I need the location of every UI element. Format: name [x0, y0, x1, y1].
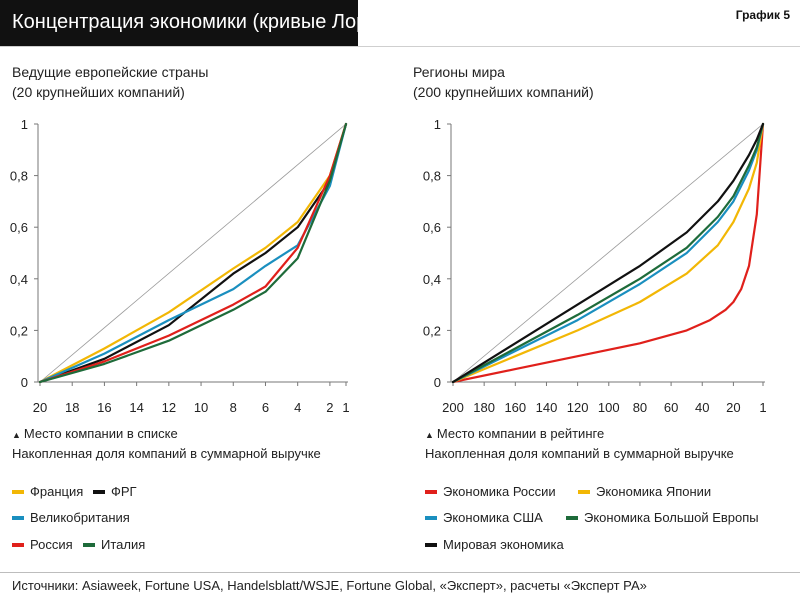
- x-tick-label: 2: [326, 400, 333, 415]
- y-tick-label: 0,4: [423, 272, 441, 287]
- series-line-экономика-большой-европы: [451, 122, 765, 384]
- legend-label: Экономика Большой Европы: [584, 510, 759, 525]
- page-title: Концентрация экономики (кривые Лоренца): [12, 11, 419, 33]
- x-tick-label: 1: [342, 400, 349, 415]
- legend-item-italy: Италия: [83, 537, 145, 552]
- legend-swatch: [93, 489, 105, 494]
- legend-item-russia-economy: Экономика России: [425, 484, 556, 499]
- x-tick-label: 100: [598, 400, 620, 415]
- legend-label: Мировая экономика: [443, 537, 564, 552]
- sources-text: Источники: Asiaweek, Fortune USA, Handel…: [12, 578, 647, 593]
- legend-swatch: [425, 489, 437, 494]
- left-panel-title-line2: (20 крупнейших компаний): [12, 84, 185, 100]
- y-tick-label: 0,8: [423, 169, 441, 184]
- legend-swatch: [425, 542, 437, 547]
- legend-item-world-economy: Мировая экономика: [425, 537, 564, 552]
- legend-swatch: [566, 515, 578, 520]
- legend-item-uk: Великобритания: [12, 510, 130, 525]
- left-axis-note-1: ▲ Место компании в списке: [12, 426, 178, 441]
- sources-footer: Источники: Asiaweek, Fortune USA, Handel…: [0, 572, 800, 601]
- y-tick-label: 0,6: [423, 220, 441, 235]
- x-tick-label: 10: [194, 400, 208, 415]
- legend-item-europe-economy: Экономика Большой Европы: [566, 510, 759, 525]
- right-axis-note-2: Накопленная доля компаний в суммарной вы…: [425, 446, 734, 461]
- title-bar: Концентрация экономики (кривые Лоренца) …: [0, 0, 800, 47]
- series-line-мировая-экономика: [451, 122, 765, 384]
- x-tick-label: 160: [504, 400, 526, 415]
- series-line-италия: [38, 122, 348, 384]
- legend-label: Великобритания: [30, 510, 130, 525]
- legend-item-russia: Россия: [12, 537, 73, 552]
- y-tick-label: 0,8: [10, 169, 28, 184]
- legend-swatch: [12, 542, 24, 547]
- title-background: Концентрация экономики (кривые Лоренца): [0, 0, 419, 46]
- legend-item-france: Франция: [12, 484, 83, 499]
- x-tick-label: 60: [664, 400, 678, 415]
- x-tick-label: 12: [162, 400, 176, 415]
- legend-item-japan-economy: Экономика Японии: [578, 484, 711, 499]
- x-tick-label: 4: [294, 400, 301, 415]
- right-axis-note-1: ▲ Место компании в рейтинге: [425, 426, 604, 441]
- x-tick-label: 120: [567, 400, 589, 415]
- right-panel-title-line2: (200 крупнейших компаний): [413, 84, 594, 100]
- legend-swatch: [12, 489, 24, 494]
- y-tick-label: 0,6: [10, 220, 28, 235]
- triangle-icon: ▲: [425, 430, 434, 440]
- legend-label: Франция: [30, 484, 84, 499]
- legend-label: Экономика России: [443, 484, 556, 499]
- graph-label: График 5: [735, 8, 790, 22]
- x-tick-label: 180: [473, 400, 495, 415]
- y-tick-label: 1: [21, 117, 28, 132]
- series-line-экономика-японии: [451, 122, 765, 384]
- x-tick-label: 20: [726, 400, 740, 415]
- y-tick-label: 0: [434, 375, 441, 390]
- x-tick-label: 1: [759, 400, 766, 415]
- x-tick-label: 14: [129, 400, 143, 415]
- series-line-экономика-сша: [451, 122, 765, 384]
- legend-label: ФРГ: [111, 484, 137, 499]
- x-tick-label: 8: [230, 400, 237, 415]
- right-axis-note-1-text: Место компании в рейтинге: [436, 426, 605, 441]
- x-tick-label: 40: [695, 400, 709, 415]
- series-line-россия: [38, 122, 348, 384]
- x-tick-label: 6: [262, 400, 269, 415]
- right-panel-title: Регионы мира (200 крупнейших компаний): [413, 62, 594, 102]
- legend-label: Россия: [30, 537, 73, 552]
- y-tick-label: 1: [434, 117, 441, 132]
- left-panel-title: Ведущие европейские страны (20 крупнейши…: [12, 62, 208, 102]
- left-axis-note-2: Накопленная доля компаний в суммарной вы…: [12, 446, 321, 461]
- equality-diagonal: [452, 123, 764, 383]
- x-tick-label: 140: [536, 400, 558, 415]
- left-panel-title-line1: Ведущие европейские страны: [12, 64, 209, 80]
- y-tick-label: 0: [21, 375, 28, 390]
- x-tick-label: 80: [633, 400, 647, 415]
- equality-diagonal: [39, 123, 347, 383]
- x-tick-label: 20: [33, 400, 47, 415]
- right-chart: 0 0,2 0,4 0,6 0,8 1 200 180 160 140 120 100 80 60 40 20…: [423, 117, 767, 415]
- legend-swatch: [12, 515, 24, 520]
- x-tick-label: 18: [65, 400, 79, 415]
- y-tick-label: 0,4: [10, 272, 28, 287]
- series-line-экономика-россии: [451, 122, 765, 384]
- x-tick-label: 200: [442, 400, 464, 415]
- legend-swatch: [425, 515, 437, 520]
- legend-item-germany: ФРГ: [93, 484, 137, 499]
- x-tick-label: 16: [97, 400, 111, 415]
- legend-swatch: [83, 542, 95, 547]
- y-tick-label: 0,2: [423, 323, 441, 338]
- triangle-icon: ▲: [12, 430, 21, 440]
- legend-label: Экономика Японии: [596, 484, 712, 499]
- legend-label: Экономика США: [443, 510, 543, 525]
- y-tick-label: 0,2: [10, 323, 28, 338]
- right-panel-title-line1: Регионы мира: [413, 64, 505, 80]
- series-line-франция: [38, 122, 348, 384]
- left-axis-note-1-text: Место компании в списке: [23, 426, 178, 441]
- legend-swatch: [578, 489, 590, 494]
- legend-item-usa-economy: Экономика США: [425, 510, 543, 525]
- legend-label: Италия: [101, 537, 146, 552]
